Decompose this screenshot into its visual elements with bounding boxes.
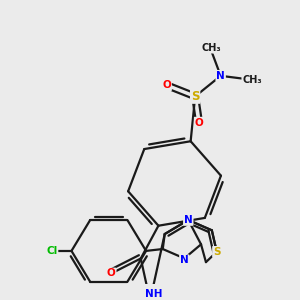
Text: N: N [216,71,225,81]
Text: O: O [107,268,116,278]
Text: N: N [180,255,189,265]
Text: O: O [195,118,203,128]
Text: S: S [213,247,220,257]
Text: N: N [184,215,193,225]
Text: CH₃: CH₃ [242,75,262,85]
Text: S: S [191,90,200,103]
Text: Cl: Cl [46,246,58,256]
Text: O: O [162,80,171,90]
Text: NH: NH [145,289,162,299]
Text: CH₃: CH₃ [201,43,221,53]
